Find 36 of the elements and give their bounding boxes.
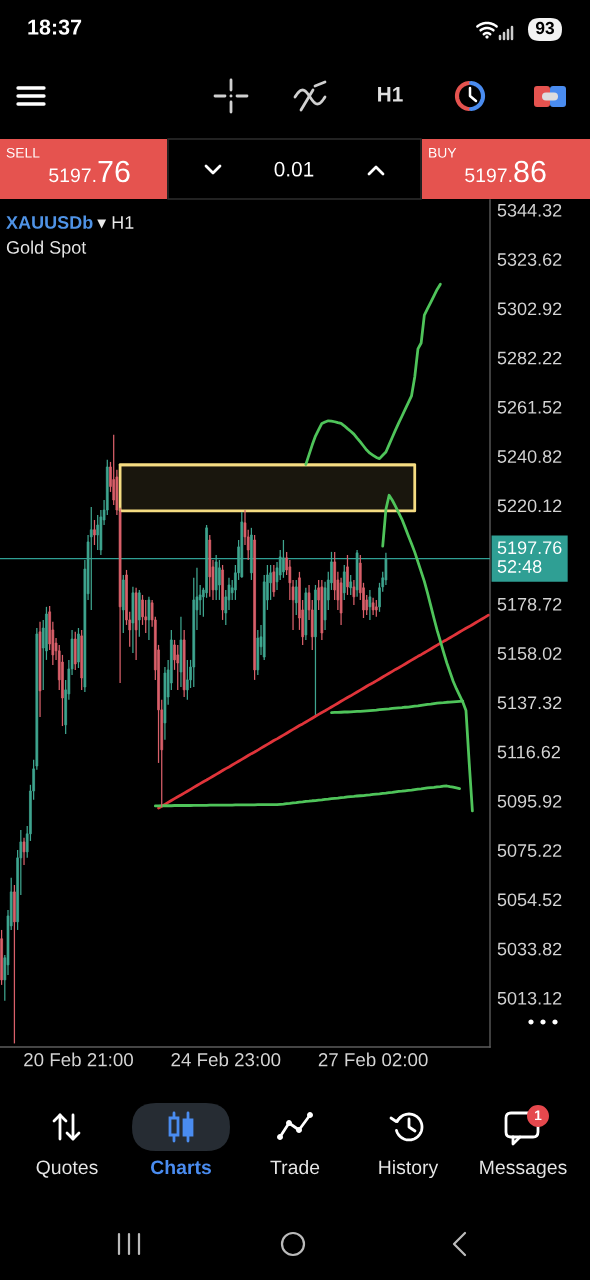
text: BUY — [429, 148, 457, 158]
text: 5197.86 — [465, 160, 546, 183]
y-tick-label: 5095.92 — [497, 794, 562, 808]
text: 93 — [535, 21, 555, 35]
text: Messages — [480, 1160, 567, 1179]
y-tick-label: 5075.22 — [497, 844, 562, 857]
y-tick-label: 5261.52 — [497, 400, 562, 414]
y-tick-label: 5116.62 — [497, 745, 560, 759]
y-tick-label: 5137.32 — [497, 696, 562, 710]
x-tick-label: 27 Feb 02:00 — [318, 1052, 428, 1067]
y-tick-label: 5178.72 — [497, 597, 562, 611]
text: Trade — [270, 1159, 320, 1175]
text: History — [379, 1159, 439, 1179]
y-tick-label: 5344.32 — [497, 203, 562, 217]
text: 0.01 — [274, 161, 314, 177]
text: SELL — [6, 147, 40, 158]
text: Quotes — [36, 1160, 98, 1178]
ref-line-label: 5197.76 52:48 — [497, 541, 562, 573]
text: Gold Spot — [6, 240, 87, 258]
y-tick-label: 5013.12 — [497, 991, 562, 1005]
y-tick-label: 5302.92 — [497, 302, 562, 316]
text: H1 — [378, 87, 403, 102]
y-tick-label: 5220.12 — [497, 499, 562, 513]
text: Charts — [151, 1159, 211, 1175]
text: 5197.76 — [49, 160, 130, 183]
y-tick-label: 5033.82 — [497, 942, 562, 956]
y-tick-label: 5158.02 — [497, 647, 562, 660]
y-tick-label: 5282.22 — [497, 351, 562, 365]
x-tick-label: 24 Feb 23:00 — [171, 1052, 281, 1067]
text: 18:37 — [28, 19, 82, 35]
y-tick-label: 5323.62 — [497, 253, 562, 266]
text: XAUUSDb ▾ H1 — [6, 215, 134, 229]
y-tick-label: 5054.52 — [497, 893, 562, 907]
y-tick-label: 5240.82 — [497, 450, 562, 463]
text: 1 — [535, 1110, 542, 1121]
x-tick-label: 20 Feb 21:00 — [24, 1052, 133, 1067]
